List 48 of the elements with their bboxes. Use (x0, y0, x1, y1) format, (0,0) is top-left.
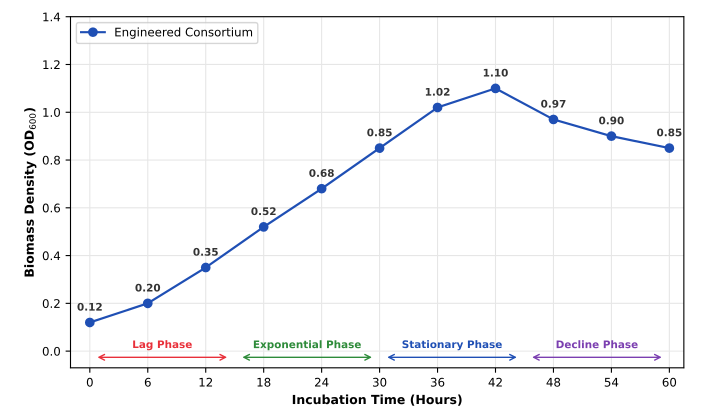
x-tick-label: 42 (488, 378, 502, 387)
annotation: Decline Phase (556, 340, 638, 348)
point (548, 114, 558, 124)
point (200, 262, 211, 272)
y-tick-label: 0.4 (42, 251, 60, 260)
x-tick-label: 24 (314, 378, 328, 387)
data-label: 0.35 (193, 248, 218, 256)
point (142, 298, 153, 308)
x-tick-label: 36 (430, 378, 444, 387)
point (664, 143, 674, 153)
data-label: 0.97 (541, 100, 566, 108)
x-tick-label: 30 (372, 378, 386, 387)
data-label: 1.02 (426, 88, 450, 96)
y-tick-label: 0.0 (42, 346, 60, 356)
y-tick-label: 1.0 (43, 108, 60, 117)
y-tick-label: 1.2 (43, 60, 60, 69)
y-axis-title: Biomass Density (OD$_{600}$) (24, 108, 36, 277)
x-tick-label: 6 (144, 378, 151, 387)
y-tick-label: 0.8 (42, 156, 60, 165)
x-tick-label: 12 (200, 378, 212, 387)
x-tick-label: 60 (662, 378, 676, 387)
data-label: 0.68 (309, 169, 334, 177)
data-label: 0.20 (135, 284, 160, 292)
data-label: 0.52 (251, 207, 276, 216)
x-tick-label: 18 (257, 378, 270, 387)
annotation: Exponential Phase (254, 340, 361, 350)
point (606, 131, 616, 142)
x-tick-label: 54 (604, 378, 618, 387)
legend-label: Engineered Consortium (115, 27, 252, 39)
data-label: 0.12 (77, 302, 102, 311)
point (84, 318, 95, 328)
data-label: 1.10 (484, 68, 508, 77)
data-label: 0.85 (367, 128, 392, 136)
point (316, 184, 326, 194)
y-tick-label: 0.2 (42, 299, 60, 308)
x-tick-label: 0 (86, 378, 93, 387)
point (432, 102, 442, 112)
data-label: 0.90 (599, 116, 624, 124)
annotation: Lag Phase (133, 340, 192, 350)
y-tick-label: 0.6 (42, 204, 60, 212)
point (490, 84, 500, 94)
annotation: Stationary Phase (402, 340, 502, 350)
y-tick-label: 1.4 (43, 12, 60, 22)
point (258, 222, 269, 232)
x-tick-label: 48 (546, 378, 560, 387)
x-axis-title: Incubation Time (Hours) (292, 394, 462, 406)
data-label: 0.85 (657, 128, 682, 136)
point (374, 143, 384, 153)
